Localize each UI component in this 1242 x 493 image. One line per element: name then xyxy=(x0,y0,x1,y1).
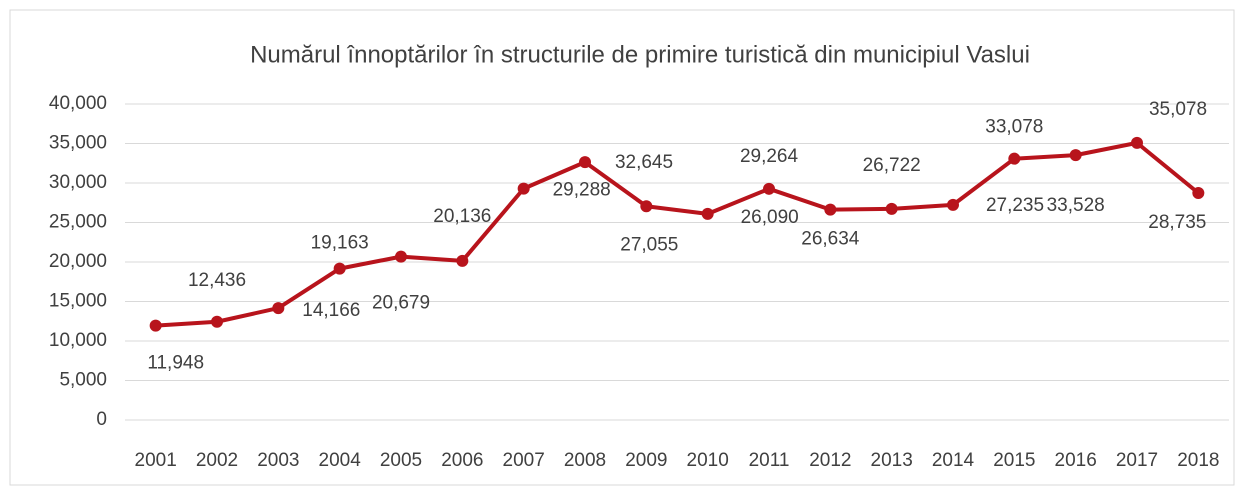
x-tick-label: 2015 xyxy=(993,450,1035,471)
y-tick-label: 35,000 xyxy=(49,133,107,154)
x-tick-label: 2003 xyxy=(257,450,299,471)
data-label: 27,235 xyxy=(986,195,1044,216)
line xyxy=(155,140,1200,328)
marker xyxy=(885,202,898,215)
x-tick-label: 2012 xyxy=(809,450,851,471)
y-tick-label: 0 xyxy=(96,409,107,430)
x-tick-label: 2018 xyxy=(1177,450,1219,471)
data-label: 14,166 xyxy=(302,300,360,321)
marker xyxy=(701,207,714,220)
x-tick-label: 2014 xyxy=(932,450,975,471)
data-label: 35,078 xyxy=(1149,99,1207,120)
data-label: 19,163 xyxy=(311,233,369,254)
x-tick-label: 2011 xyxy=(749,450,790,471)
x-tick-label: 2001 xyxy=(135,450,177,471)
x-tick-label: 2016 xyxy=(1055,450,1097,471)
x-tick-label: 2005 xyxy=(380,450,422,471)
marker xyxy=(333,262,346,275)
data-label: 33,528 xyxy=(1047,195,1105,216)
y-tick-label: 40,000 xyxy=(49,93,107,114)
marker xyxy=(763,182,775,195)
x-tick-label: 2002 xyxy=(196,450,238,471)
y-tick-label: 5,000 xyxy=(59,370,107,391)
data-label: 28,735 xyxy=(1148,212,1206,233)
marker xyxy=(579,156,591,169)
x-tick-label: 2009 xyxy=(625,450,667,471)
data-label: 26,634 xyxy=(801,229,860,250)
y-tick-label: 30,000 xyxy=(49,172,107,193)
data-label: 32,645 xyxy=(615,152,673,173)
x-tick-label: 2008 xyxy=(564,450,606,471)
data-label: 29,288 xyxy=(553,180,611,201)
marker xyxy=(456,254,469,267)
marker xyxy=(1192,186,1205,199)
x-tick-label: 2013 xyxy=(871,450,913,471)
x-tick-label: 2007 xyxy=(503,450,545,471)
marker xyxy=(149,319,162,332)
marker xyxy=(947,198,959,211)
chart-frame xyxy=(9,9,1235,486)
data-label: 26,722 xyxy=(863,155,921,176)
x-tick-label: 2006 xyxy=(441,450,483,471)
data-label: 29,264 xyxy=(740,146,799,167)
marker xyxy=(1131,136,1143,149)
marker xyxy=(211,315,223,328)
data-label: 20,136 xyxy=(433,206,491,227)
x-tick-label: 2017 xyxy=(1116,450,1158,471)
marker xyxy=(1069,149,1082,162)
y-tick-label: 25,000 xyxy=(49,212,107,233)
data-label: 12,436 xyxy=(188,270,246,291)
y-tick-label: 20,000 xyxy=(49,251,107,272)
marker xyxy=(395,250,407,263)
marker xyxy=(1008,152,1021,165)
marker xyxy=(824,203,837,216)
data-label: 27,055 xyxy=(620,234,678,255)
x-tick-label: 2010 xyxy=(687,450,729,471)
y-tick-label: 15,000 xyxy=(49,291,107,312)
data-label: 33,078 xyxy=(985,117,1043,138)
data-label: 26,090 xyxy=(741,207,799,228)
y-tick-label: 10,000 xyxy=(49,330,107,351)
data-label: 20,679 xyxy=(372,293,430,314)
data-label: 11,948 xyxy=(147,353,204,374)
marker xyxy=(517,182,530,195)
marker xyxy=(640,200,653,213)
marker xyxy=(272,302,285,315)
x-tick-label: 2004 xyxy=(319,450,362,471)
chart-title: Numărul înnoptărilor în structurile de p… xyxy=(250,41,1030,68)
